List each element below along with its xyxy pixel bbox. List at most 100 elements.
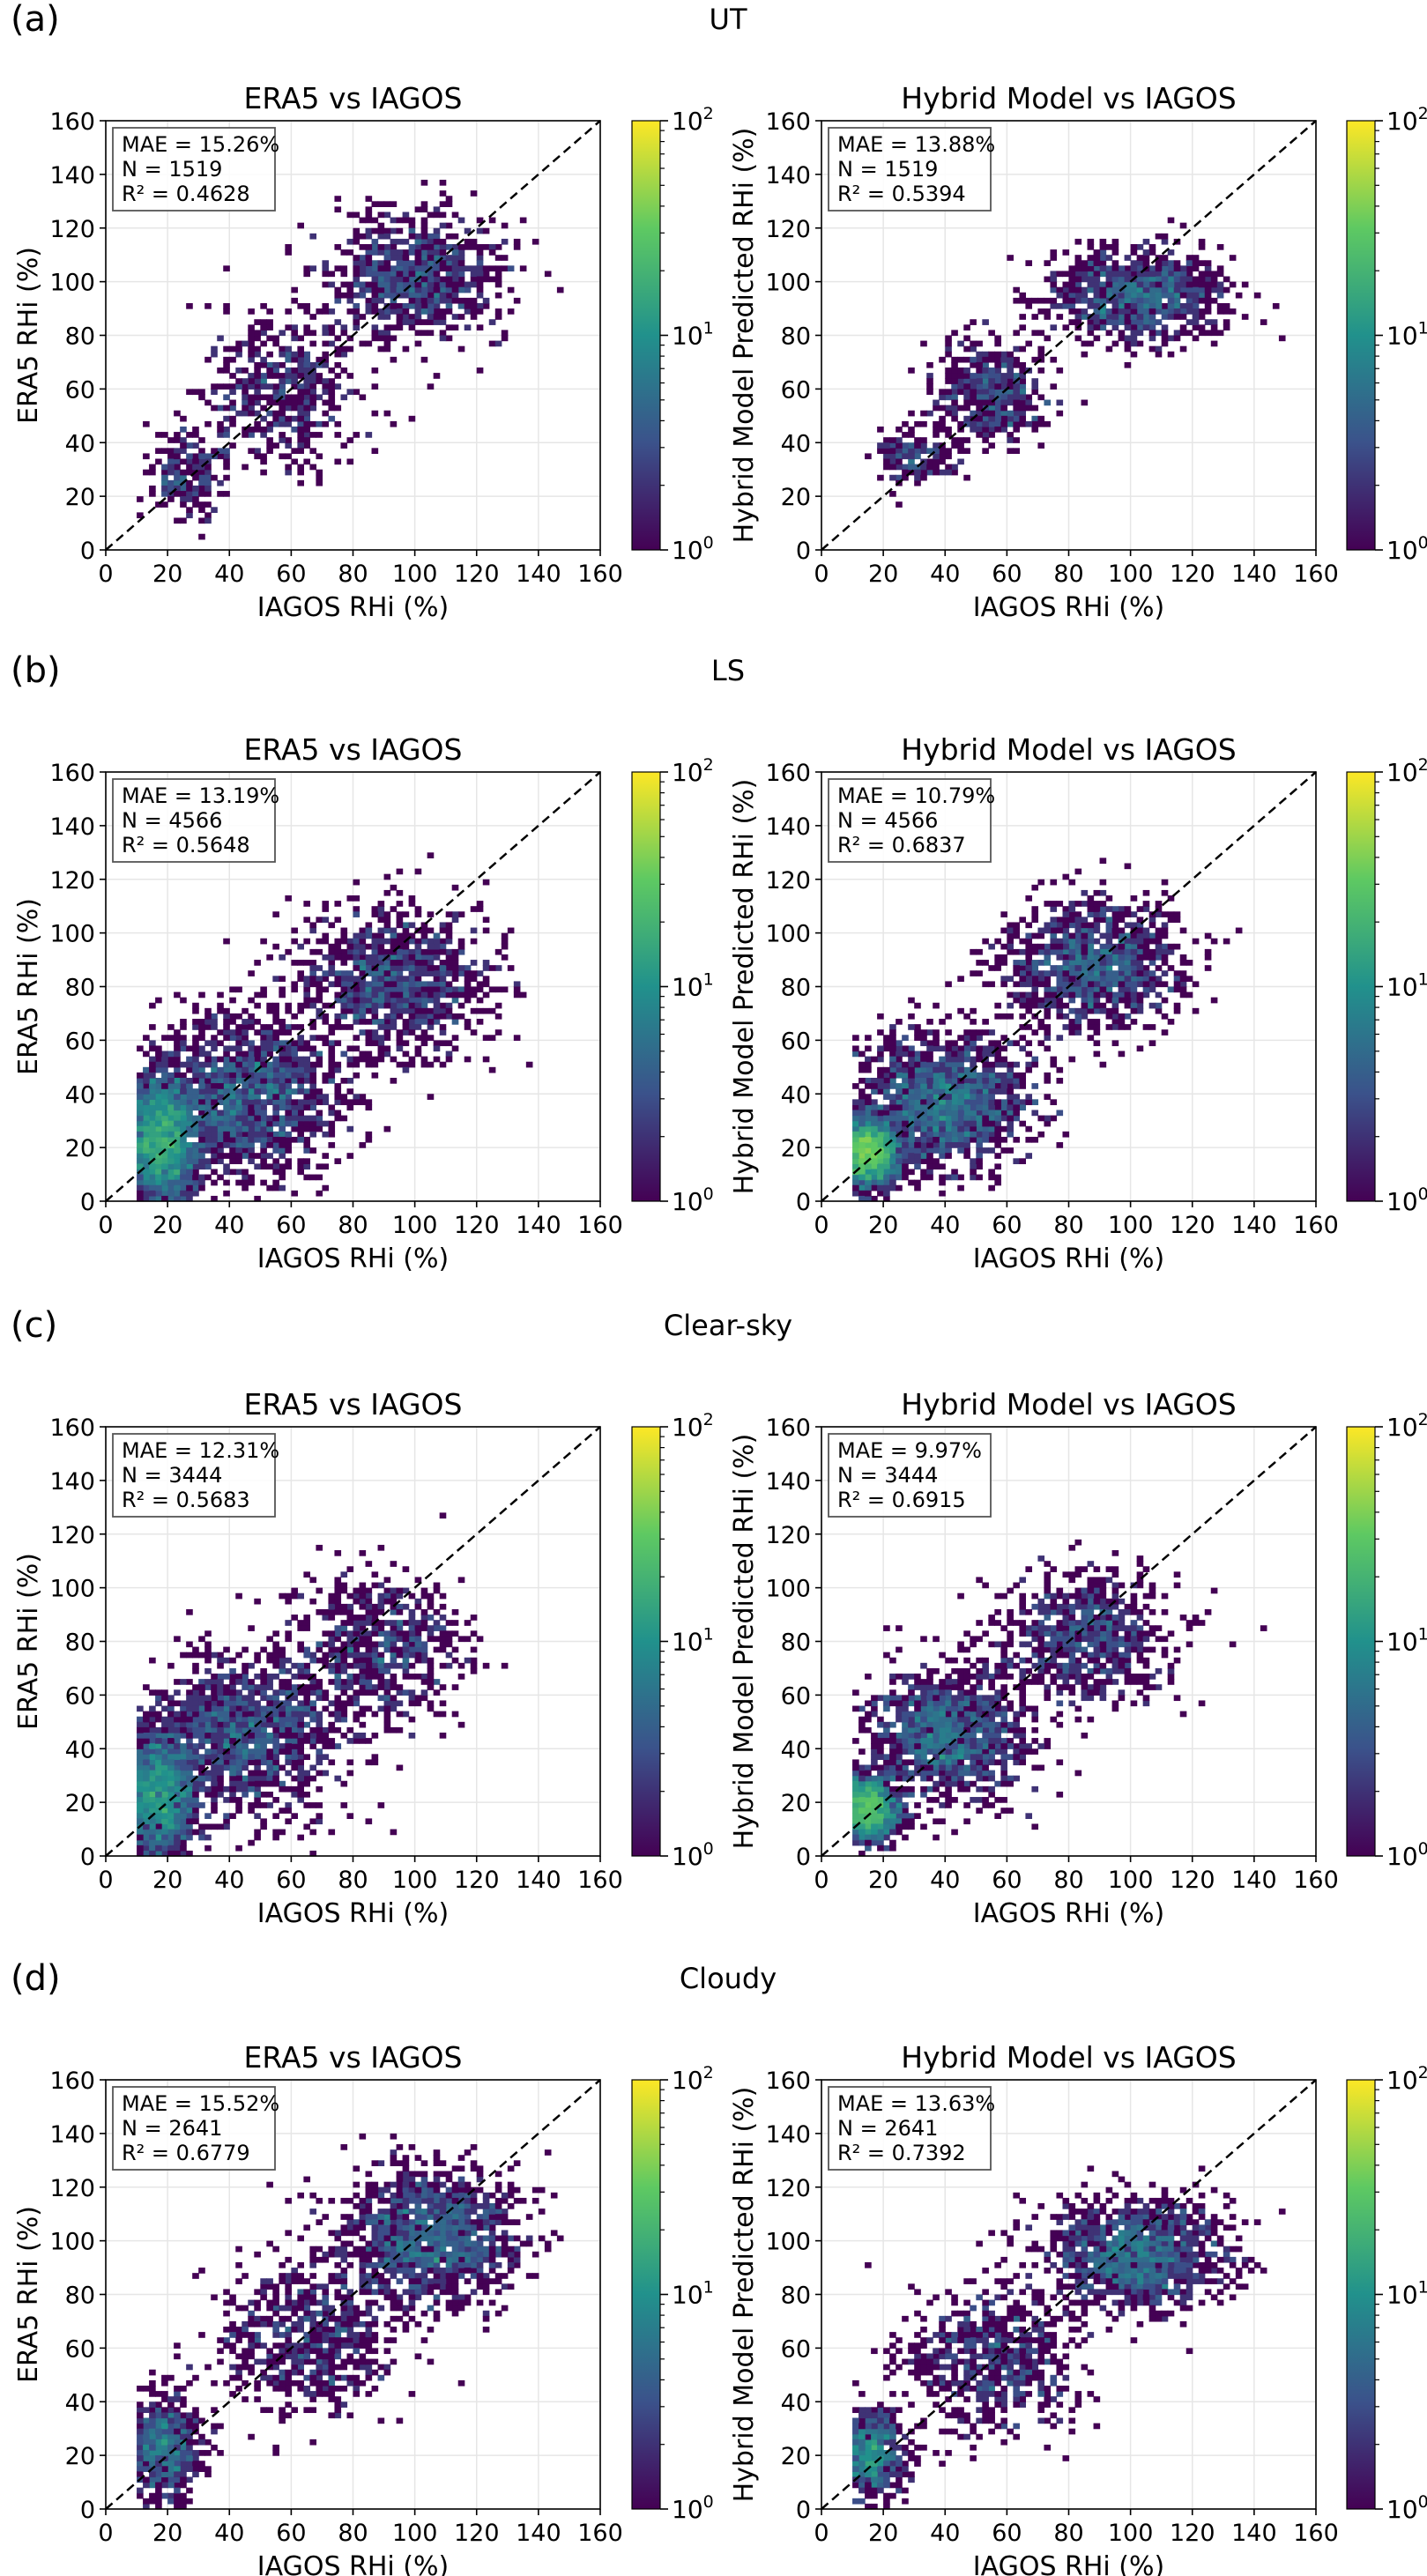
heatmap-cell bbox=[1223, 308, 1230, 315]
heatmap-cell bbox=[303, 405, 311, 412]
heatmap-cell bbox=[926, 1136, 933, 1143]
heatmap-cell bbox=[476, 308, 484, 315]
heatmap-cell bbox=[914, 1125, 921, 1132]
heatmap-cell bbox=[1081, 276, 1089, 283]
heatmap-cell bbox=[1124, 361, 1132, 368]
heatmap-cell bbox=[451, 970, 459, 976]
heatmap-cell bbox=[433, 271, 441, 278]
heatmap-cell bbox=[377, 991, 385, 998]
heatmap-cell bbox=[1099, 297, 1107, 304]
heatmap-cell bbox=[340, 948, 348, 955]
heatmap-cell bbox=[353, 895, 360, 902]
heatmap-cell bbox=[865, 1163, 872, 1170]
heatmap-cell bbox=[242, 1029, 249, 1036]
heatmap-cell bbox=[1044, 308, 1052, 315]
heatmap-cell bbox=[1007, 991, 1014, 998]
heatmap-cell bbox=[322, 1094, 330, 1100]
heatmap-cell bbox=[1031, 965, 1039, 971]
heatmap-cell bbox=[1105, 927, 1113, 934]
heatmap-cell bbox=[1130, 319, 1138, 325]
heatmap-cell bbox=[309, 948, 317, 955]
heatmap-cell bbox=[482, 244, 490, 250]
heatmap-cell bbox=[1007, 1002, 1014, 1009]
heatmap-cell bbox=[211, 507, 218, 513]
heatmap-cell bbox=[198, 1179, 205, 1186]
heatmap-cell bbox=[365, 1040, 373, 1047]
heatmap-cell bbox=[908, 432, 915, 438]
heatmap-cell bbox=[1173, 260, 1181, 266]
heatmap-cell bbox=[1142, 901, 1150, 907]
heatmap-cell bbox=[1155, 233, 1163, 240]
heatmap-cell bbox=[186, 1785, 193, 1793]
heatmap-cell bbox=[427, 911, 435, 917]
heatmap-cell bbox=[229, 442, 236, 449]
heatmap-cell bbox=[970, 1061, 977, 1068]
y-tick-label: 120 bbox=[49, 216, 95, 243]
heatmap-cell bbox=[371, 308, 379, 315]
heatmap-cell bbox=[1037, 330, 1045, 337]
heatmap-cell bbox=[291, 1050, 298, 1058]
heatmap-cell bbox=[186, 464, 193, 471]
heatmap-cell bbox=[149, 1169, 156, 1176]
heatmap-cell bbox=[180, 442, 187, 449]
heatmap-cell bbox=[371, 976, 379, 983]
heatmap-cell bbox=[1056, 901, 1064, 907]
heatmap-cell bbox=[180, 437, 187, 443]
heatmap-cell bbox=[402, 212, 410, 219]
heatmap-cell bbox=[439, 1625, 447, 1631]
heatmap-cell bbox=[1007, 948, 1014, 955]
heatmap-cell bbox=[334, 1083, 342, 1089]
x-tick-label: 80 bbox=[1053, 560, 1083, 588]
heatmap-cell bbox=[137, 1775, 144, 1782]
heatmap-cell bbox=[272, 1002, 279, 1009]
heatmap-cell bbox=[186, 1094, 193, 1100]
heatmap-cell bbox=[920, 1153, 927, 1159]
heatmap-cell bbox=[229, 1094, 236, 1100]
heatmap-cell bbox=[1025, 420, 1033, 427]
heatmap-cell bbox=[235, 1040, 242, 1047]
heatmap-cell bbox=[877, 1088, 884, 1095]
heatmap-cell bbox=[914, 1142, 921, 1148]
heatmap-cell bbox=[963, 420, 970, 427]
heatmap-cell bbox=[470, 927, 478, 934]
heatmap-cell bbox=[192, 1169, 199, 1176]
x-tick-label: 20 bbox=[868, 1212, 898, 1239]
stats-text: R² = 0.4628 bbox=[122, 182, 250, 206]
heatmap-cell bbox=[420, 249, 428, 256]
heatmap-cell bbox=[149, 1818, 156, 1825]
heatmap-cell bbox=[994, 1142, 1001, 1148]
heatmap-cell bbox=[908, 448, 915, 455]
heatmap-cell bbox=[322, 1153, 330, 1159]
heatmap-cell bbox=[1037, 997, 1045, 1004]
heatmap-cell bbox=[161, 1153, 168, 1159]
heatmap-cell bbox=[285, 1045, 292, 1052]
heatmap-cell bbox=[926, 1088, 933, 1095]
heatmap-cell bbox=[272, 1179, 279, 1186]
heatmap-cell bbox=[365, 432, 373, 438]
heatmap-cell bbox=[192, 1050, 199, 1058]
heatmap-cell bbox=[291, 1040, 298, 1047]
heatmap-cell bbox=[186, 302, 193, 309]
heatmap-cell bbox=[198, 1029, 205, 1036]
heatmap-cell bbox=[167, 1035, 175, 1041]
heatmap-cell bbox=[1025, 997, 1033, 1004]
heatmap-cell bbox=[1044, 1094, 1052, 1100]
heatmap-cell bbox=[1161, 308, 1169, 315]
heatmap-cell bbox=[334, 319, 342, 325]
heatmap-cell bbox=[1025, 970, 1033, 976]
heatmap-cell bbox=[174, 1104, 181, 1111]
heatmap-cell bbox=[260, 340, 267, 347]
x-tick-label: 80 bbox=[1053, 1212, 1083, 1239]
heatmap-cell bbox=[1074, 911, 1082, 917]
heatmap-cell bbox=[353, 1019, 360, 1025]
heatmap-cell bbox=[1037, 1115, 1045, 1122]
heatmap-cell bbox=[939, 1153, 946, 1159]
heatmap-cell bbox=[297, 356, 304, 363]
heatmap-cell bbox=[877, 448, 884, 455]
heatmap-cell bbox=[192, 1104, 199, 1111]
heatmap-cell bbox=[291, 981, 298, 988]
heatmap-cell bbox=[235, 1764, 242, 1771]
heatmap-cell bbox=[371, 1002, 379, 1009]
heatmap-cell bbox=[914, 1163, 921, 1170]
colorbar-gradient bbox=[631, 771, 661, 1202]
